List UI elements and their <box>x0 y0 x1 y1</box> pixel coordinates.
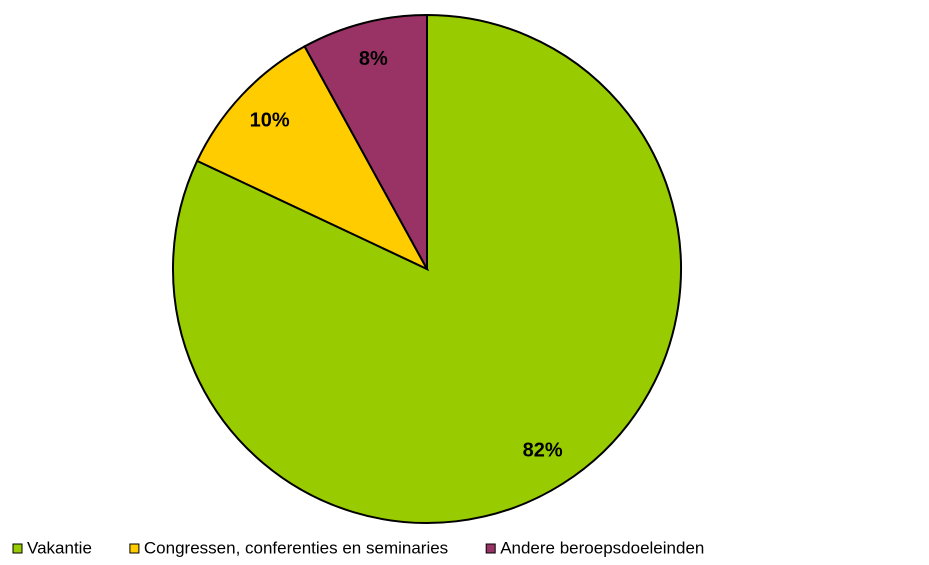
data-label: 8% <box>359 48 388 70</box>
legend-swatch <box>129 543 140 554</box>
data-label: 10% <box>250 109 290 131</box>
legend-label: Vakantie <box>27 538 92 557</box>
legend-swatch <box>12 543 23 554</box>
legend-label: Congressen, conferenties en seminaries <box>144 538 448 557</box>
legend-swatch <box>485 543 496 554</box>
data-label: 82% <box>523 440 563 462</box>
legend-label: Andere beroepsdoeleinden <box>500 538 704 557</box>
pie-slice <box>303 13 428 270</box>
pie-slice <box>195 45 430 272</box>
